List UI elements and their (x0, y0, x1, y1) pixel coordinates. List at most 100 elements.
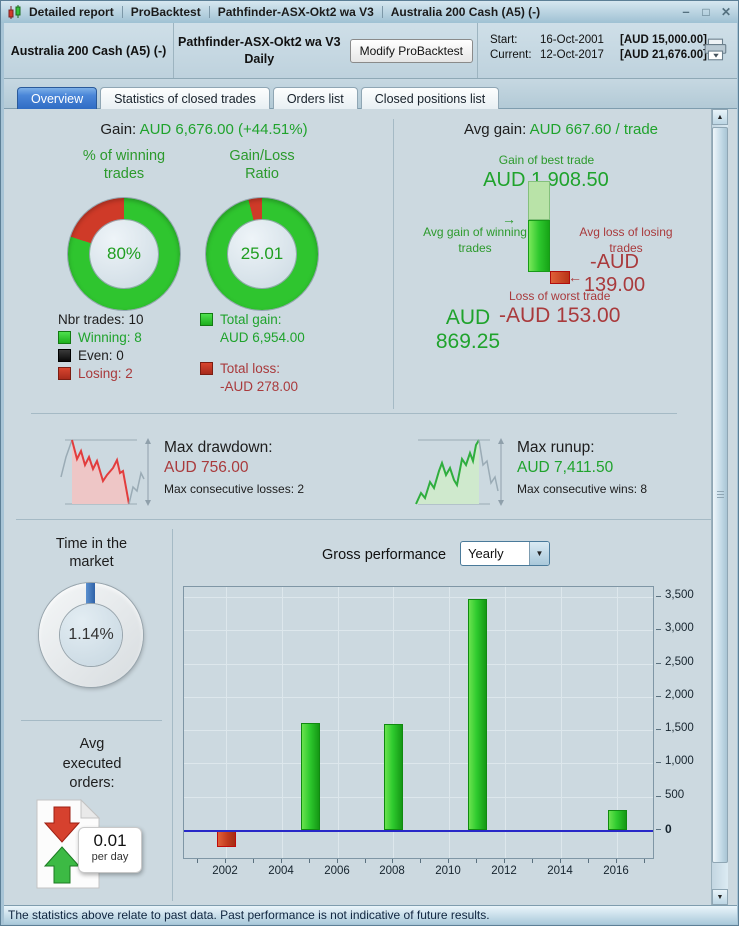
gp-bar-2002 (217, 830, 236, 848)
close-button[interactable]: ✕ (720, 5, 732, 19)
gp-zero-line (184, 830, 653, 832)
total-loss-row: Total loss: (200, 361, 280, 376)
gross-performance-period-select[interactable]: Yearly ▼ (460, 541, 550, 566)
gp-x-tick (365, 859, 366, 863)
total-loss-label: Total loss: (220, 361, 281, 376)
tab-closed-positions-list[interactable]: Closed positions list (360, 87, 500, 109)
time-in-market-value: 1.14% (60, 604, 122, 666)
status-bar: The statistics above relate to past data… (4, 905, 737, 924)
even-swatch-icon (58, 349, 71, 362)
winning-donut-ring: 80% (68, 198, 180, 310)
avg-win-bar (528, 220, 550, 272)
title-segment-report: Detailed report (29, 5, 114, 19)
gp-x-tick (448, 859, 449, 863)
losing-count: Losing: 2 (78, 366, 133, 381)
bottom-vertical-divider (172, 529, 173, 901)
even-legend-row: Even: 0 (58, 348, 124, 363)
strategy-title: Pathfinder-ASX-Okt2 wa V3 Daily (178, 34, 341, 67)
gp-y-tick (656, 595, 661, 597)
total-gain-value: AUD 6,954.00 (220, 330, 305, 345)
gp-x-tick-label: 2016 (603, 865, 629, 877)
vertical-scrollbar[interactable]: ▲ ▼ (711, 109, 728, 905)
title-segment-module: ProBacktest (130, 5, 201, 19)
modify-probacktest-button[interactable]: Modify ProBacktest (349, 38, 473, 63)
gain-headline: Gain: AUD 6,676.00 (+44.51%) (28, 121, 380, 138)
max-runup-value: AUD 7,411.50 (517, 459, 614, 476)
title-separator (121, 6, 123, 18)
gp-gridline-h (184, 763, 653, 765)
scroll-up-button[interactable]: ▲ (712, 109, 728, 125)
worst-trade-label: Loss of worst trade (509, 289, 611, 303)
strategy-cell: Pathfinder-ASX-Okt2 wa V3 Daily Modify P… (174, 23, 478, 78)
title-segment-strategy: Pathfinder-ASX-Okt2 wa V3 (217, 5, 374, 19)
worst-trade-arrow-icon: ← (568, 269, 582, 285)
time-in-market-tick (86, 583, 95, 604)
drawdown-sparkline-icon (60, 438, 151, 506)
avg-gain-value: AUD 667.60 / trade (529, 121, 659, 138)
current-capital: [AUD 21,676.00] (620, 49, 707, 61)
current-row: Current: 12-Oct-2017 [AUD 21,676.00] (490, 49, 737, 61)
time-in-market-label: Time in the market (55, 536, 128, 571)
gp-y-tick-label: 1,500 (665, 722, 694, 735)
minimize-button[interactable]: – (682, 4, 690, 19)
winning-legend-row: Winning: 8 (58, 330, 142, 345)
ratio-donut-value: 25.01 (228, 220, 296, 288)
dropdown-arrow-icon[interactable]: ▼ (529, 542, 549, 565)
avg-orders-unit: per day (91, 851, 129, 863)
best-trade-label: Gain of best trade (498, 153, 595, 167)
total-gain-row: Total gain: (200, 312, 282, 327)
print-icon[interactable] (703, 38, 729, 62)
section-divider-2 (16, 519, 713, 520)
start-row: Start: 16-Oct-2001 [AUD 15,000.00] (490, 34, 737, 46)
gp-y-tick (656, 695, 661, 697)
tab-orders-list[interactable]: Orders list (272, 87, 358, 109)
gp-gridline-h (184, 663, 653, 665)
gp-x-tick-label: 2006 (324, 865, 350, 877)
gp-y-tick (656, 629, 661, 631)
gp-gridline-v (449, 587, 450, 858)
gp-y-tick (656, 795, 661, 797)
max-runup-label: Max runup: (517, 439, 595, 456)
gp-y-tick-label: 0 (665, 822, 672, 836)
gp-y-tick (656, 829, 661, 830)
gp-gridline-h (184, 630, 653, 632)
avg-orders-label: Avg executed orders: (62, 736, 122, 792)
scrollbar-thumb[interactable] (712, 127, 728, 863)
ratio-donut-ring: 25.01 (206, 198, 318, 310)
total-loss-value: -AUD 278.00 (220, 379, 299, 394)
gross-performance-label: Gross performance (322, 547, 447, 563)
best-trade-bar-upper (528, 181, 550, 220)
maximize-button[interactable]: □ (702, 5, 710, 19)
gp-x-tick-label: 2012 (491, 865, 517, 877)
instrument-name: Australia 200 Cash (A5) (-) (4, 23, 174, 78)
avg-loss-value: -AUD 139.00 (583, 251, 646, 296)
avg-gain-headline: Avg gain: AUD 667.60 / trade (411, 121, 711, 138)
gp-x-tick (281, 859, 282, 863)
gp-gridline-h (184, 796, 653, 798)
gp-x-tick (476, 859, 477, 863)
gp-x-tick (588, 859, 589, 863)
stats-vertical-divider (393, 119, 394, 409)
sell-arrow-icon (43, 806, 81, 843)
ratio-donut-title: Gain/Loss Ratio (229, 148, 295, 183)
best-trade-value: AUD 1,908.50 (483, 169, 609, 191)
gp-x-tick (532, 859, 533, 863)
scroll-down-button[interactable]: ▼ (712, 889, 728, 905)
gp-x-tick (420, 859, 421, 863)
max-drawdown-value: AUD 756.00 (164, 459, 249, 476)
gp-bar-2008 (384, 724, 403, 830)
gp-x-tick-label: 2014 (547, 865, 573, 877)
gp-y-tick-label: 1,000 (665, 755, 694, 768)
start-label: Start: (490, 34, 518, 46)
tab-statistics-of-closed-trades[interactable]: Statistics of closed trades (100, 87, 270, 109)
gp-x-tick-label: 2004 (268, 865, 294, 877)
gp-gridline-v (338, 587, 339, 858)
gp-x-tick (644, 859, 645, 863)
worst-trade-value: -AUD 153.00 (499, 304, 621, 327)
max-consecutive-wins: Max consecutive wins: 8 (517, 482, 648, 496)
tab-overview[interactable]: Overview (17, 87, 98, 109)
app-candlestick-icon (8, 4, 21, 19)
title-separator (208, 6, 210, 18)
gp-x-tick (225, 859, 226, 863)
